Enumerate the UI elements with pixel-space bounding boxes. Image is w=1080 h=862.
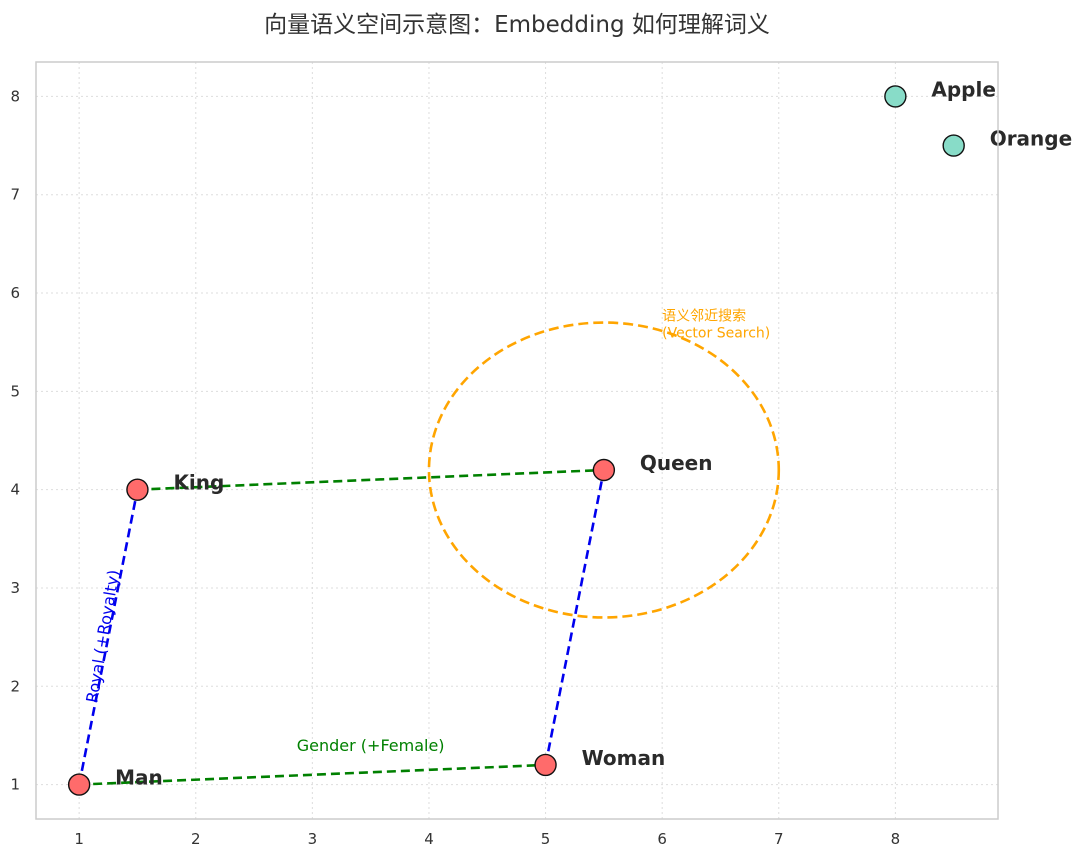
x-tick-label: 5 xyxy=(541,830,551,848)
point-layer xyxy=(67,85,965,796)
x-tick-label: 2 xyxy=(191,830,201,848)
y-tick-label: 5 xyxy=(10,382,20,400)
x-tick-label: 1 xyxy=(74,830,84,848)
y-tick-label: 4 xyxy=(10,481,20,499)
search-region-circle xyxy=(427,321,781,619)
plot-frame xyxy=(35,61,999,820)
x-tick-label: 7 xyxy=(774,830,784,848)
search-annotation-line1: 语义邻近搜索 xyxy=(662,308,746,325)
search-annotation: 语义邻近搜索(Vector Search) xyxy=(662,308,770,342)
point-apple xyxy=(884,85,907,108)
point-label-woman: Woman xyxy=(582,746,666,770)
gender-vector-arrow xyxy=(79,765,545,786)
y-tick-label: 6 xyxy=(10,284,20,302)
vector-layer xyxy=(77,470,604,786)
search-annotation-line2: (Vector Search) xyxy=(662,326,770,342)
point-woman xyxy=(534,753,557,777)
y-tick-label: 1 xyxy=(10,776,20,794)
point-orange xyxy=(942,134,965,157)
label-layer: 语义邻近搜索(Vector Search) Gender (+Female) Roy… xyxy=(82,77,1072,789)
point-king xyxy=(126,478,149,501)
point-man xyxy=(67,773,91,796)
royal-vector-arrow xyxy=(77,490,137,785)
royal-vector-arrow xyxy=(544,470,604,766)
point-label-apple: Apple xyxy=(931,77,996,101)
x-tick-label: 8 xyxy=(891,830,901,848)
x-tick-label: 4 xyxy=(424,830,434,848)
x-tick-label: 3 xyxy=(308,830,318,848)
tick-label-layer: 1 2 3 4 5 6 7 8 1 2 3 4 5 6 7 8 xyxy=(10,87,900,848)
point-label-man: Man xyxy=(115,766,163,790)
y-tick-label: 7 xyxy=(10,186,20,204)
point-queen xyxy=(592,458,616,482)
y-tick-label: 2 xyxy=(10,677,20,695)
point-label-king: King xyxy=(173,471,224,495)
search-region-layer xyxy=(427,321,781,619)
y-tick-label: 8 xyxy=(10,87,20,105)
grid-lines xyxy=(36,62,998,819)
point-label-orange: Orange xyxy=(990,127,1072,151)
point-label-queen: Queen xyxy=(640,451,713,475)
chart-title: 向量语义空间示意图：Embedding 如何理解词义 xyxy=(264,12,770,38)
x-tick-label: 6 xyxy=(657,830,667,848)
gender-vector-arrow xyxy=(137,470,603,491)
gender-annotation: Gender (+Female) xyxy=(297,736,445,755)
y-tick-label: 3 xyxy=(10,579,20,597)
royal-annotation: Royal (+Royalty) xyxy=(82,568,123,704)
